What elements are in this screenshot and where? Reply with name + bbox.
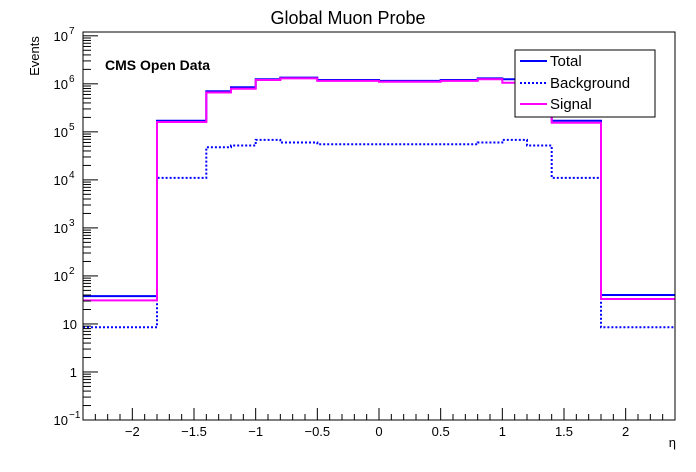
y-tick-exponent: 5 xyxy=(69,122,75,133)
y-tick-label: 10 xyxy=(54,221,68,236)
x-tick-label: 2 xyxy=(622,424,629,439)
y-tick-exponent: −1 xyxy=(69,410,81,421)
x-tick-label: −0.5 xyxy=(304,424,330,439)
y-tick-exponent: 6 xyxy=(69,74,75,85)
legend-label-total: Total xyxy=(550,53,582,70)
x-tick-label: −2 xyxy=(125,424,140,439)
legend-label-background: Background xyxy=(550,75,630,92)
y-tick-label: 10 xyxy=(54,29,68,44)
y-tick-label: 10 xyxy=(54,413,68,428)
y-axis-title: Events xyxy=(27,36,42,76)
x-axis-title: η xyxy=(669,435,676,450)
y-tick-label: 10 xyxy=(54,77,68,92)
y-tick-label: 10 xyxy=(54,125,68,140)
y-tick-label: 10 xyxy=(54,269,68,284)
x-tick-label: −1.5 xyxy=(181,424,207,439)
chart-title: Global Muon Probe xyxy=(270,8,425,28)
series-background xyxy=(83,138,675,329)
y-tick-label: 1 xyxy=(70,365,77,380)
y-tick-label: 10 xyxy=(63,317,77,332)
y-tick-exponent: 4 xyxy=(69,170,75,181)
legend-label-signal: Signal xyxy=(550,96,592,113)
y-tick-exponent: 7 xyxy=(69,26,75,37)
x-tick-label: 0.5 xyxy=(432,424,450,439)
x-tick-label: 1 xyxy=(499,424,506,439)
x-tick-label: 0 xyxy=(375,424,382,439)
y-tick-exponent: 3 xyxy=(69,218,75,229)
y-tick-exponent: 2 xyxy=(69,266,75,277)
x-tick-label: 1.5 xyxy=(555,424,573,439)
y-tick-label: 10 xyxy=(54,173,68,188)
x-axis: −2 −1.5 −1 −0.5 0 0.5 1 1.5 2 xyxy=(82,408,676,439)
cms-open-data-label: CMS Open Data xyxy=(105,57,210,73)
x-tick-label: −1 xyxy=(248,424,263,439)
legend: Total Background Signal xyxy=(514,49,656,118)
